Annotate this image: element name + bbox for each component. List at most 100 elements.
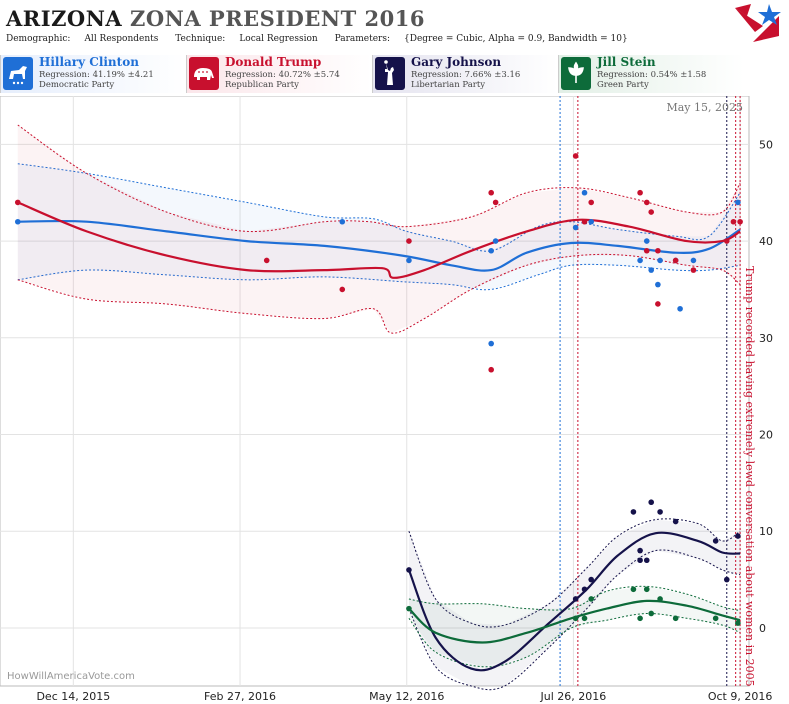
- candidate-name: Donald Trump: [225, 55, 322, 69]
- gary-johnson-band-upper: [408, 518, 741, 628]
- state-name: ARIZONA: [6, 6, 123, 31]
- donald-trump-poll-point: [648, 209, 655, 215]
- hillary-clinton-poll-point: [637, 257, 643, 264]
- candidate-card-johnson[interactable]: Gary Johnson Regression: 7.66% ±3.16 Lib…: [372, 55, 558, 93]
- gary-johnson-poll-point: [648, 499, 655, 506]
- leaf-icon: [561, 57, 591, 90]
- gary-johnson-band-lower: [408, 549, 741, 691]
- donald-trump-poll-point: [14, 199, 21, 206]
- donald-trump-trend-line: [17, 201, 741, 279]
- poll-points: [14, 153, 743, 626]
- candidate-name: Hillary Clinton: [39, 55, 139, 69]
- demographic-label: Demographic:: [6, 34, 71, 44]
- site-logo[interactable]: [733, 2, 783, 50]
- jill-stein-poll-point: [648, 610, 655, 617]
- jill-stein-poll-point: [672, 615, 679, 622]
- jill-stein-poll-point: [630, 586, 637, 593]
- donald-trump-poll-point: [643, 199, 650, 206]
- plot-frame: [0, 96, 750, 687]
- gary-johnson-poll-point: [406, 567, 412, 573]
- hillary-clinton-poll-point: [14, 218, 21, 225]
- jill-stein-poll-point: [572, 615, 579, 622]
- jill-stein-band-upper: [408, 585, 741, 612]
- gary-johnson-poll-point: [572, 596, 579, 602]
- candidate-regression: Regression: 40.72% ±5.74: [225, 70, 340, 80]
- jill-stein-trend-line: [408, 599, 741, 644]
- donald-trump-band-upper: [17, 124, 741, 233]
- donald-trump-poll-point: [492, 199, 499, 206]
- gary-johnson-poll-point: [588, 576, 594, 583]
- donald-trump-poll-point: [730, 218, 737, 225]
- jill-stein-poll-point: [712, 615, 719, 622]
- x-tick-label: Oct 9, 2016: [708, 690, 773, 703]
- gary-johnson-poll-point: [723, 576, 730, 583]
- donald-trump-poll-point: [406, 238, 412, 244]
- race-name: ZONA PRESIDENT 2016: [130, 6, 425, 31]
- candidate-regression: Regression: 41.19% ±4.21: [39, 70, 154, 80]
- gary-johnson-poll-point: [657, 509, 663, 515]
- y-tick-label: 10: [759, 525, 773, 538]
- candidate-card-trump[interactable]: Donald Trump Regression: 40.72% ±5.74 Re…: [186, 55, 372, 93]
- x-tick-label: Jul 26, 2016: [540, 690, 607, 703]
- donald-trump-poll-point: [672, 257, 679, 264]
- hillary-clinton-poll-point: [406, 257, 412, 264]
- gary-johnson-poll-point: [735, 533, 741, 539]
- donald-trump-poll-point: [655, 247, 661, 254]
- hillary-clinton-poll-point: [657, 257, 663, 264]
- parameters-label: Parameters:: [334, 34, 391, 44]
- candidate-party: Republican Party: [225, 80, 299, 90]
- y-tick-label: 0: [759, 622, 766, 635]
- axes: 0 10 20 30 40 50 Dec 14, 2015 Feb 27, 2016 May 1…: [36, 138, 773, 703]
- technique-value: Local Regression: [239, 34, 318, 44]
- gary-johnson-poll-point: [637, 547, 643, 554]
- candidate-regression: Regression: 7.66% ±3.16: [411, 70, 521, 80]
- candidate-card-stein[interactable]: Jill Stein Regression: 0.54% ±1.58 Green…: [558, 55, 744, 93]
- donald-trump-poll-point: [637, 189, 643, 196]
- donald-trump-poll-point: [488, 189, 494, 196]
- hillary-clinton-poll-point: [492, 238, 499, 244]
- donald-trump-poll-point: [572, 153, 579, 159]
- donald-trump-poll-point: [655, 301, 661, 307]
- donald-trump-poll-point: [263, 257, 270, 264]
- gary-johnson-poll-point: [672, 518, 679, 525]
- jill-stein-band-fill: [408, 586, 741, 667]
- candidate-name: Gary Johnson: [411, 55, 502, 69]
- event-annotation: Trump recorded having extremely lewd con…: [743, 266, 756, 687]
- candidate-card-clinton[interactable]: Hillary Clinton Regression: 41.19% ±4.21…: [0, 55, 186, 93]
- x-tick-label: May 12, 2016: [369, 690, 444, 703]
- confidence-bands: [17, 124, 741, 691]
- donkey-icon: [3, 57, 33, 90]
- jill-stein-poll-point: [588, 596, 594, 602]
- hillary-clinton-poll-point: [488, 340, 494, 347]
- jill-stein-poll-point: [657, 596, 663, 602]
- donald-trump-band-lower: [17, 253, 741, 334]
- gary-johnson-poll-point: [637, 557, 643, 564]
- jill-stein-band-lower: [408, 612, 741, 668]
- donald-trump-poll-point: [690, 267, 697, 273]
- jill-stein-poll-point: [643, 586, 650, 593]
- donald-trump-poll-point: [581, 218, 588, 225]
- hillary-clinton-poll-point: [339, 218, 346, 225]
- jill-stein-poll-point: [637, 615, 643, 622]
- jill-stein-poll-point: [581, 615, 588, 622]
- trend-lines: [17, 201, 741, 672]
- donald-trump-poll-point: [588, 199, 594, 206]
- jill-stein-poll-point: [735, 620, 741, 626]
- parameters-line: Demographic: All Respondents Technique: Lo…: [6, 34, 642, 44]
- parameters-value: {Degree = Cubic, Alpha = 0.9, Bandwidth …: [404, 34, 628, 44]
- x-tick-label: Dec 14, 2015: [36, 690, 110, 703]
- hillary-clinton-poll-point: [643, 238, 650, 244]
- x-tick-label: Feb 27, 2016: [204, 690, 276, 703]
- header: ARIZONA ZONA PRESIDENT 2016 Demographic:…: [0, 0, 789, 96]
- donald-trump-poll-point: [737, 218, 743, 225]
- hillary-clinton-poll-point: [655, 281, 661, 288]
- hillary-clinton-poll-point: [488, 247, 494, 254]
- chart-area: 0 10 20 30 40 50 Dec 14, 2015 Feb 27, 2016 May 1…: [0, 96, 773, 703]
- hillary-clinton-trend-line: [17, 219, 741, 272]
- hillary-clinton-poll-point: [581, 189, 588, 196]
- candidate-party: Green Party: [597, 80, 649, 90]
- hillary-clinton-poll-point: [735, 199, 741, 206]
- gary-johnson-poll-point: [581, 586, 588, 593]
- donald-trump-poll-point: [723, 238, 730, 244]
- elephant-icon: [189, 57, 219, 90]
